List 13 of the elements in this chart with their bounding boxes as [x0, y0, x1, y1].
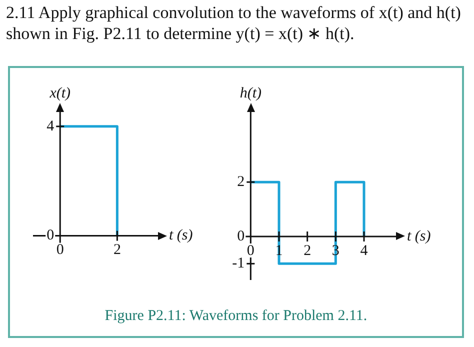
x-tick-label: 2: [304, 242, 312, 259]
x-axis-title: t (s): [169, 228, 193, 244]
y-tick-label: -1: [232, 256, 245, 272]
caption: Figure P2.11: Waveforms for Problem 2.11.: [104, 308, 368, 325]
x-tick-label: 2: [113, 242, 121, 258]
x-axis-title: t (s): [407, 228, 431, 244]
x-tick-label: 1: [275, 242, 283, 259]
y-tick-label: 0: [237, 228, 245, 244]
y-axis-title: x(t): [48, 85, 71, 102]
y-axis-title: h(t): [240, 85, 262, 102]
x-tick-label: 4: [360, 242, 368, 259]
text: 2.11 Apply graphical convolution to the waveforms of x(t) and h(t) shown in Fig. P2.11 to determine y(t) = x(t) ∗ h(t).: [6, 2, 462, 44]
y-tick-label: 2: [237, 174, 245, 190]
